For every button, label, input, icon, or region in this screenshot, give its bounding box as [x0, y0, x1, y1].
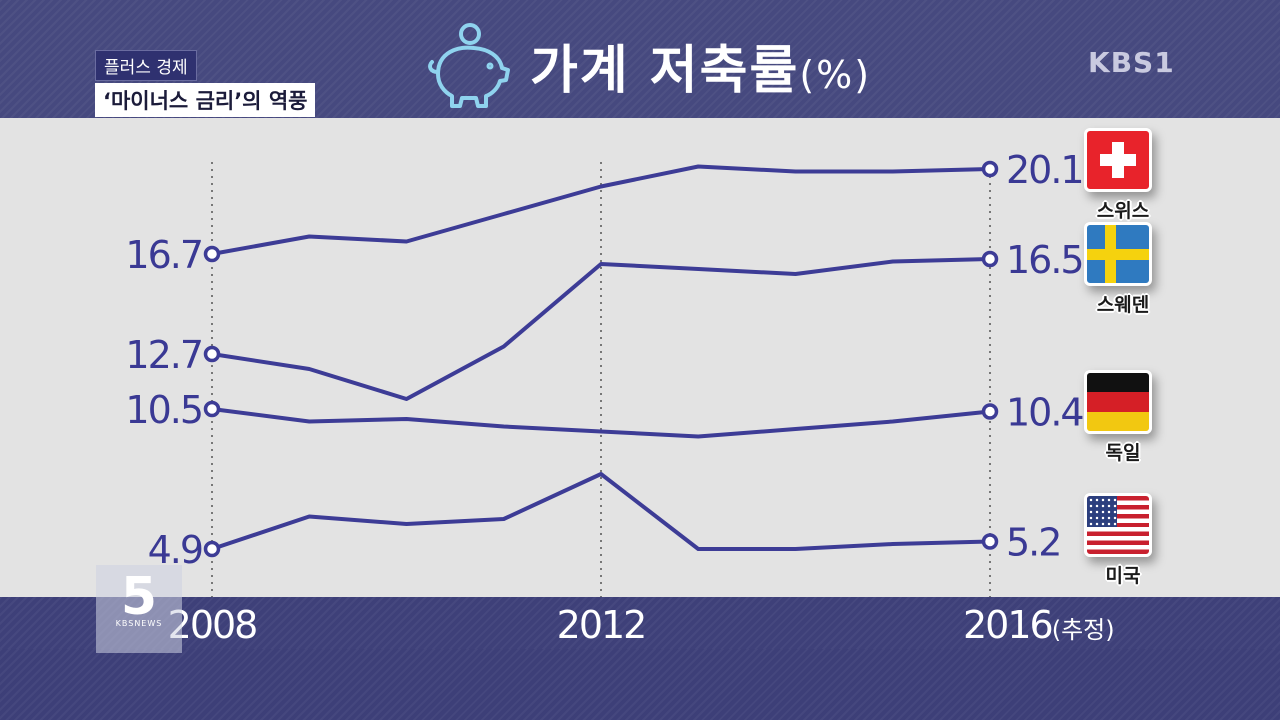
point-sweden-start [203, 345, 221, 363]
data-label-sweden-end: 16.5 [1006, 238, 1083, 282]
data-label-germany-end: 10.4 [1006, 391, 1083, 435]
point-sweden-end [981, 250, 999, 268]
chart-title-main: 가계 저축률 [530, 41, 800, 101]
point-usa-end [981, 533, 999, 550]
data-label-sweden-start: 12.7 [125, 333, 202, 377]
point-switzerland-end [981, 160, 999, 178]
data-label-germany-start: 10.5 [125, 388, 202, 432]
footer-band [0, 649, 1280, 720]
chart-title: 가계 저축률(%) [530, 28, 871, 103]
swedish-flag-icon [1084, 222, 1152, 286]
point-germany-start [203, 400, 221, 418]
news-headline: ‘마이너스 금리’의 역풍 [95, 83, 316, 117]
grid-lines [211, 162, 991, 597]
x-tick-2012: 2012 [557, 603, 646, 647]
legend-label-germany: 독일 [1105, 442, 1141, 464]
chart-title-unit: (%) [799, 53, 872, 97]
data-label-switzerland-end: 20.1 [1006, 148, 1083, 192]
series-lines [203, 160, 999, 558]
x-axis-band [0, 597, 1280, 649]
legend-label-sweden: 스웨덴 [1096, 294, 1150, 316]
channel-number: 5 [120, 567, 158, 627]
series-line-sweden [211, 257, 991, 401]
news-tag: 플러스 경제 ‘마이너스 금리’의 역풍 [95, 50, 316, 117]
legend-label-switzerland: 스위스 [1096, 200, 1150, 222]
swiss-flag-icon [1084, 128, 1152, 192]
german-flag-icon [1084, 370, 1152, 434]
broadcaster-logo: KBS1 [1088, 46, 1175, 79]
us-flag-icon [1084, 493, 1152, 557]
x-tick-2008: 2008 [168, 603, 257, 647]
series-line-usa [211, 472, 991, 551]
channel-sub: KBSNEWS [115, 619, 163, 628]
point-germany-end [981, 403, 999, 420]
channel-badge: 5 KBSNEWS [96, 565, 182, 653]
legend-label-usa: 미국 [1105, 565, 1141, 587]
series-line-germany [211, 407, 991, 439]
data-label-usa-end: 5.2 [1006, 521, 1060, 565]
x-tick-2016: 2016(추정) [963, 603, 1115, 647]
series-line-switzerland [211, 164, 991, 256]
data-label-switzerland-start: 16.7 [125, 233, 202, 277]
point-switzerland-start [203, 245, 221, 263]
point-usa-start [203, 540, 221, 558]
news-category: 플러스 경제 [95, 50, 197, 81]
piggy-bank-icon [428, 23, 510, 108]
x-tick-suffix: (추정) [1052, 616, 1115, 644]
data-labels: 16.7 20.1 12.7 16.5 10.5 10.4 4.9 5.2 [125, 148, 1085, 572]
data-label-usa-start: 4.9 [148, 528, 202, 572]
x-tick-labels: 2008 2012 2016(추정) [168, 603, 1115, 647]
